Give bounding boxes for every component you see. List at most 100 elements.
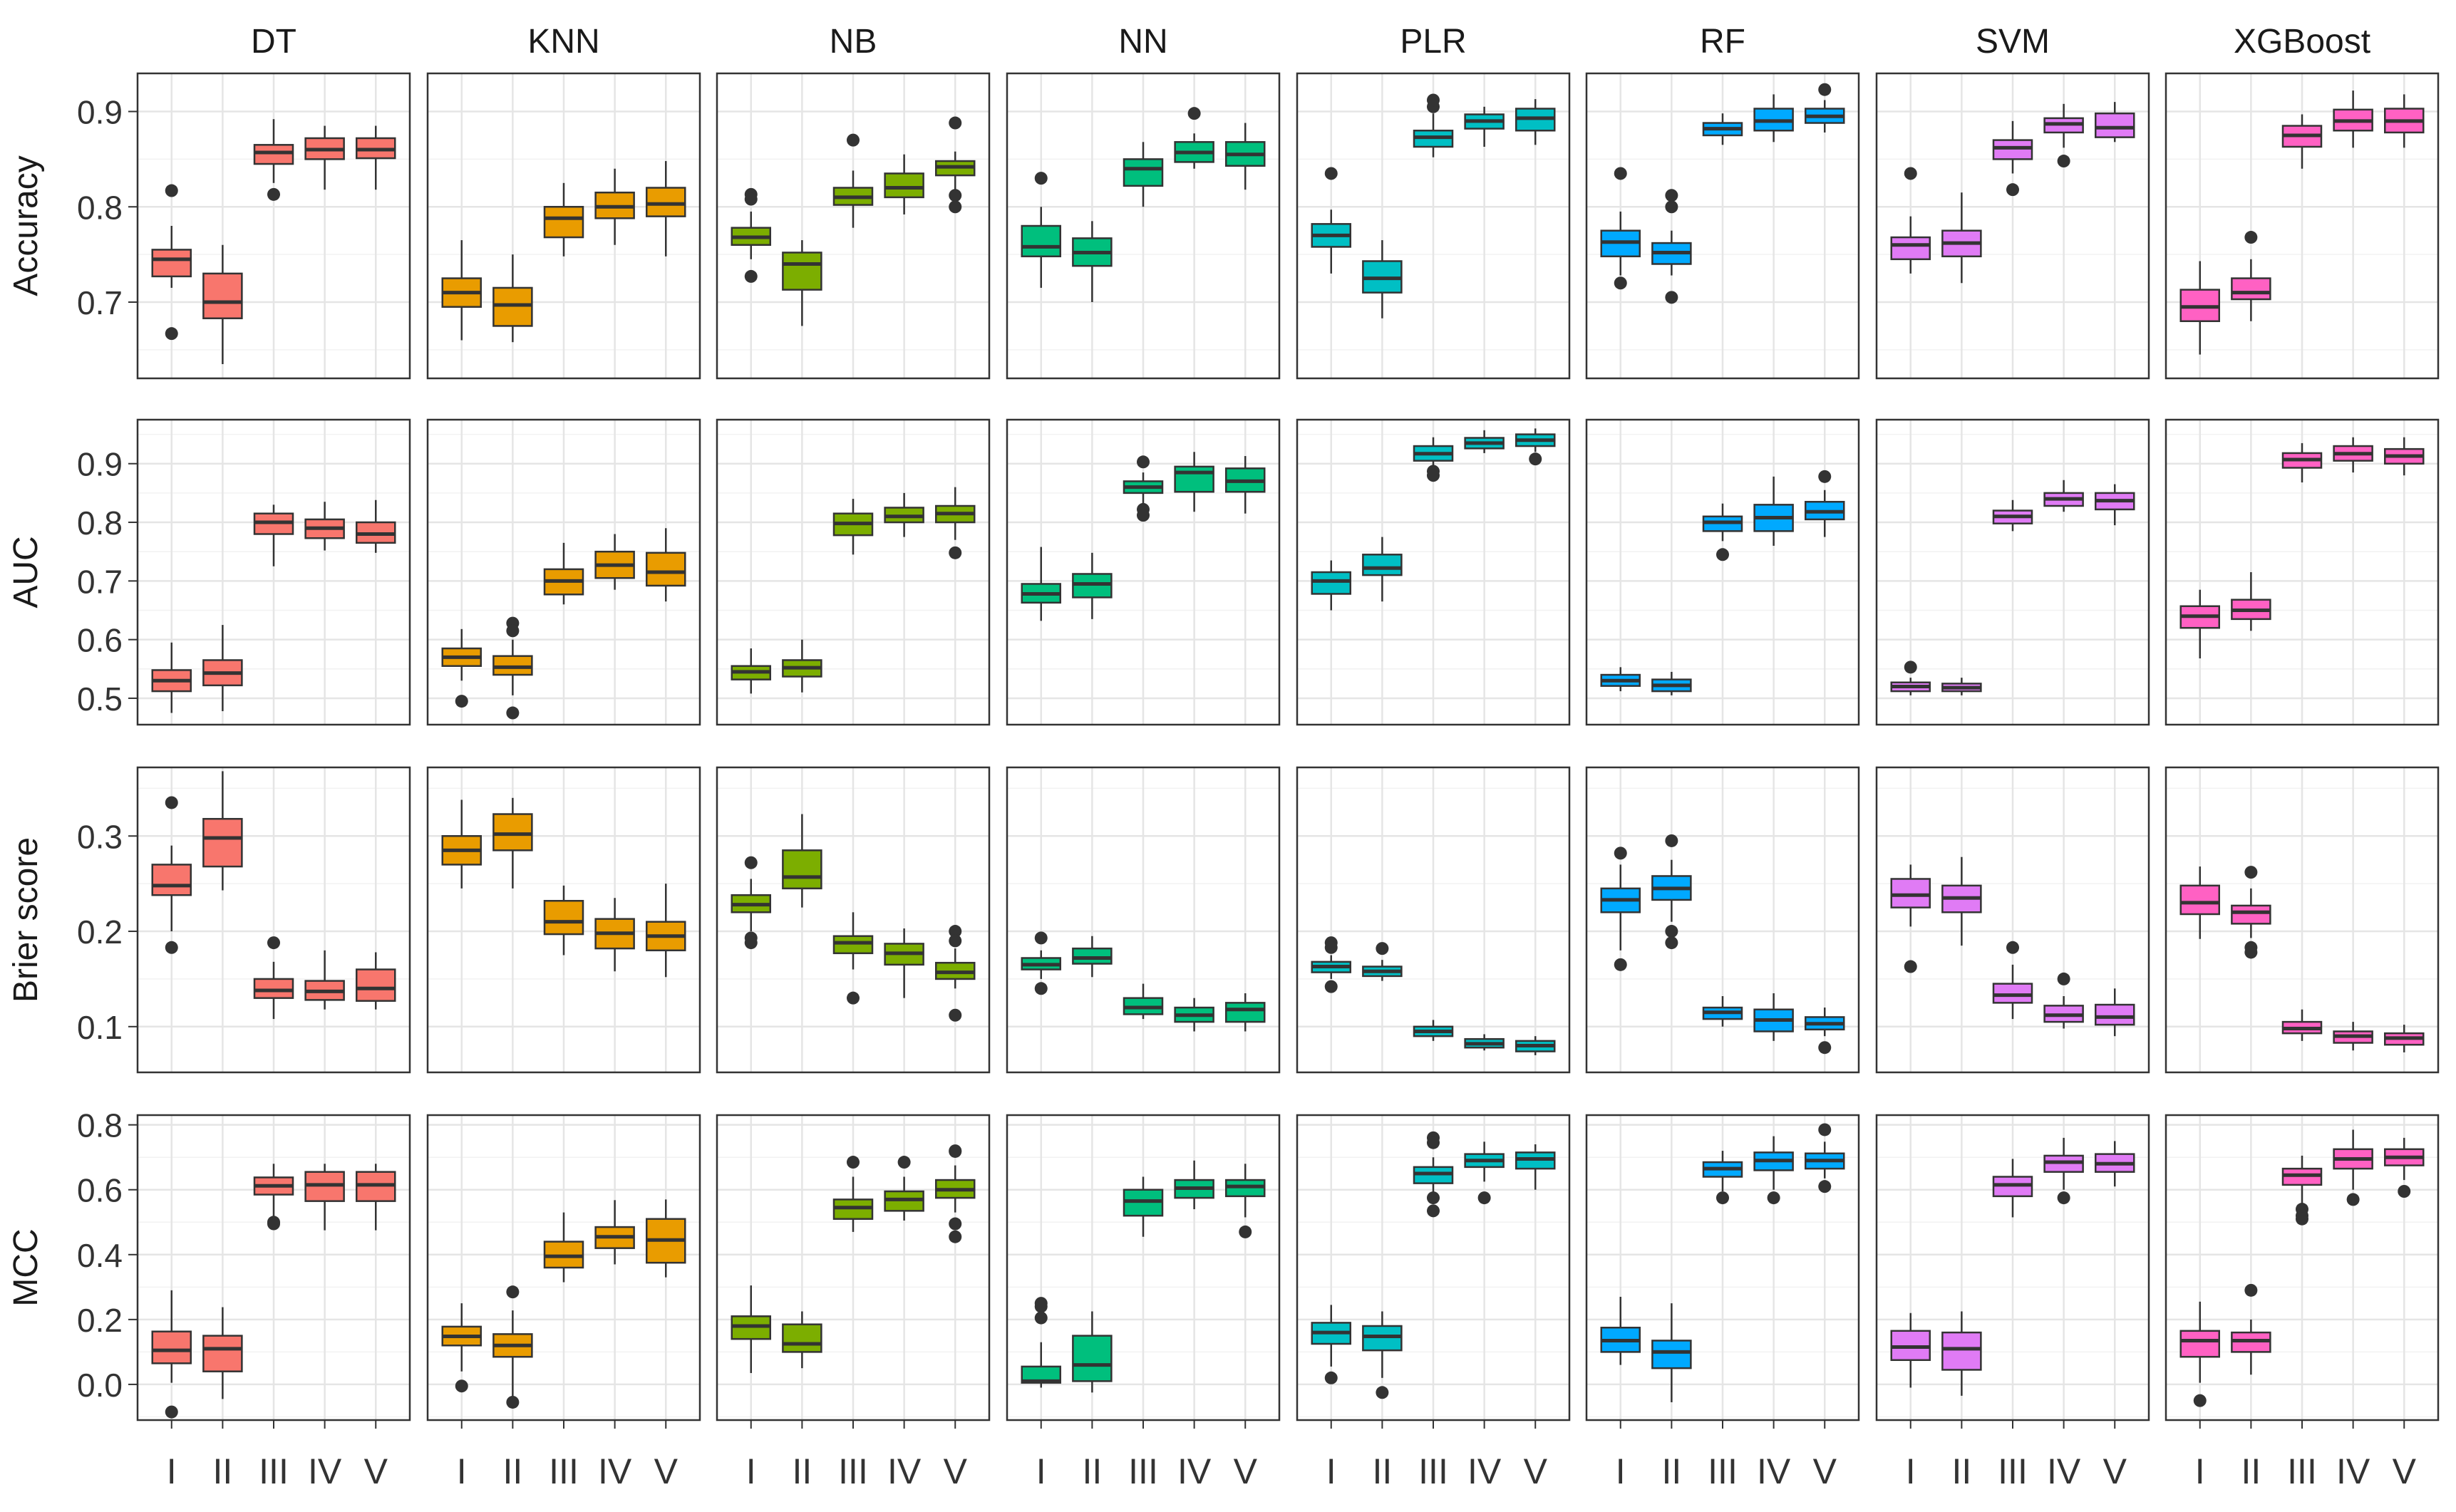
panel-border bbox=[2165, 418, 2440, 726]
panel-auc-svm bbox=[1875, 418, 2150, 726]
box-ii bbox=[202, 1335, 243, 1372]
panel-border bbox=[136, 766, 411, 1074]
outlier-point bbox=[1665, 936, 1678, 950]
outlier-point bbox=[165, 184, 178, 197]
outlier-point bbox=[2346, 1193, 2360, 1206]
strip-label-xgboost: XGBoost bbox=[2234, 23, 2370, 61]
y-tick-label-mcc: 0.4 bbox=[77, 1237, 123, 1274]
panel-mcc-nn bbox=[1006, 1114, 1281, 1422]
outlier-point bbox=[267, 1217, 280, 1231]
outlier-point bbox=[2244, 866, 2258, 879]
x-tick-label-rf-iii: III bbox=[1708, 1451, 1738, 1491]
panel-brier-score-xgboost bbox=[2165, 766, 2440, 1074]
x-tick-label-svm-ii: II bbox=[1951, 1451, 1971, 1491]
outlier-point bbox=[1137, 455, 1150, 469]
panel-border bbox=[426, 418, 701, 726]
outlier-point bbox=[1034, 1300, 1048, 1313]
x-tick-label-nb-iv: IV bbox=[887, 1451, 922, 1491]
outlier-point bbox=[1034, 1311, 1048, 1325]
box-i bbox=[151, 249, 192, 278]
panel-border bbox=[1585, 72, 1860, 380]
outlier-point bbox=[949, 925, 962, 938]
box-ii bbox=[1072, 1335, 1113, 1382]
x-tick-label-knn-iii: III bbox=[549, 1451, 579, 1491]
y-tick-label-accuracy: 0.7 bbox=[77, 284, 123, 321]
box-iii bbox=[1123, 158, 1164, 187]
outlier-point bbox=[744, 269, 758, 283]
metric-axis-labels: Accuracy 0.7 0.8 0.9 AUC 0.5 0.6 0.7 0.8 0.9 Brier… bbox=[7, 94, 138, 1404]
outlier-point bbox=[2057, 155, 2070, 168]
x-tick-label-rf-iv: IV bbox=[1757, 1451, 1791, 1491]
outlier-point bbox=[1477, 1191, 1491, 1205]
panel-mcc-plr bbox=[1296, 1114, 1571, 1422]
strip-label-rf: RF bbox=[1700, 23, 1745, 61]
panel-brier-score-knn bbox=[426, 766, 701, 1074]
strip-label-knn: KNN bbox=[527, 23, 599, 61]
x-tick-label-nn-iv: IV bbox=[1177, 1451, 1212, 1491]
outlier-point bbox=[1614, 167, 1627, 180]
panel-accuracy-dt bbox=[136, 72, 411, 380]
x-tick-label-nb-v: V bbox=[944, 1451, 968, 1491]
outlier-point bbox=[455, 695, 468, 708]
outlier-point bbox=[1818, 1123, 1832, 1136]
box-iii bbox=[1992, 983, 2033, 1004]
outlier-point bbox=[1324, 941, 1338, 954]
outlier-point bbox=[1665, 834, 1678, 847]
box-iii bbox=[1992, 139, 2033, 160]
outlier-point bbox=[949, 116, 962, 130]
panel-border bbox=[1006, 766, 1281, 1074]
box-ii bbox=[1362, 554, 1403, 576]
panel-auc-nb bbox=[716, 418, 991, 726]
panel-brier-score-svm bbox=[1875, 766, 2150, 1074]
x-tick-label-dt-i: I bbox=[167, 1451, 177, 1491]
x-tick-label-knn-i: I bbox=[457, 1451, 467, 1491]
panel-brier-score-dt bbox=[136, 766, 411, 1074]
outlier-point bbox=[1427, 93, 1440, 107]
panel-auc-plr bbox=[1296, 418, 1571, 726]
panel-accuracy-xgboost bbox=[2165, 72, 2440, 380]
outlier-point bbox=[1614, 958, 1627, 971]
outlier-point bbox=[1324, 980, 1338, 993]
outlier-point bbox=[165, 1405, 178, 1419]
panel-mcc-xgboost bbox=[2165, 1114, 2440, 1422]
y-axis-title-accuracy: Accuracy bbox=[7, 155, 45, 296]
outlier-point bbox=[847, 133, 860, 147]
y-tick-label-accuracy: 0.8 bbox=[77, 189, 123, 226]
y-tick-label-accuracy: 0.9 bbox=[77, 94, 123, 131]
x-tick-label-xgboost-iv: IV bbox=[2336, 1451, 2370, 1491]
y-tick-label-mcc: 0.6 bbox=[77, 1172, 123, 1209]
y-tick-label-auc: 0.7 bbox=[77, 563, 123, 600]
strip-label-svm: SVM bbox=[1976, 23, 2050, 61]
panel-accuracy-rf bbox=[1585, 72, 1860, 380]
outlier-point bbox=[165, 796, 178, 809]
outlier-point bbox=[1427, 1136, 1440, 1149]
x-tick-label-svm-i: I bbox=[1906, 1451, 1916, 1491]
outlier-point bbox=[1034, 982, 1048, 995]
outlier-point bbox=[744, 192, 758, 206]
panel-brier-score-plr bbox=[1296, 766, 1571, 1074]
y-tick-label-auc: 0.9 bbox=[77, 446, 123, 483]
outlier-point bbox=[1818, 1041, 1832, 1055]
panel-auc-knn bbox=[426, 418, 701, 726]
y-tick-label-auc: 0.6 bbox=[77, 622, 123, 659]
outlier-point bbox=[1187, 107, 1201, 120]
x-tick-label-rf-ii: II bbox=[1661, 1451, 1681, 1491]
outlier-point bbox=[1716, 548, 1729, 561]
x-tick-label-plr-iii: III bbox=[1418, 1451, 1448, 1491]
strip-label-plr: PLR bbox=[1400, 23, 1466, 61]
x-tick-label-plr-iv: IV bbox=[1467, 1451, 1502, 1491]
panel-brier-score-nn bbox=[1006, 766, 1281, 1074]
panel-auc-xgboost bbox=[2165, 418, 2440, 726]
outlier-point bbox=[744, 856, 758, 869]
panel-border bbox=[1875, 766, 2150, 1074]
y-tick-label-brier-score: 0.3 bbox=[77, 818, 123, 855]
x-tick-label-knn-v: V bbox=[654, 1451, 679, 1491]
outlier-point bbox=[1665, 925, 1678, 938]
box-v bbox=[2095, 1003, 2135, 1026]
outlier-point bbox=[506, 706, 520, 720]
outlier-point bbox=[1427, 1204, 1440, 1218]
panel-border bbox=[1585, 418, 1860, 726]
y-tick-label-mcc: 0.8 bbox=[77, 1107, 123, 1144]
box-ii bbox=[492, 286, 533, 327]
